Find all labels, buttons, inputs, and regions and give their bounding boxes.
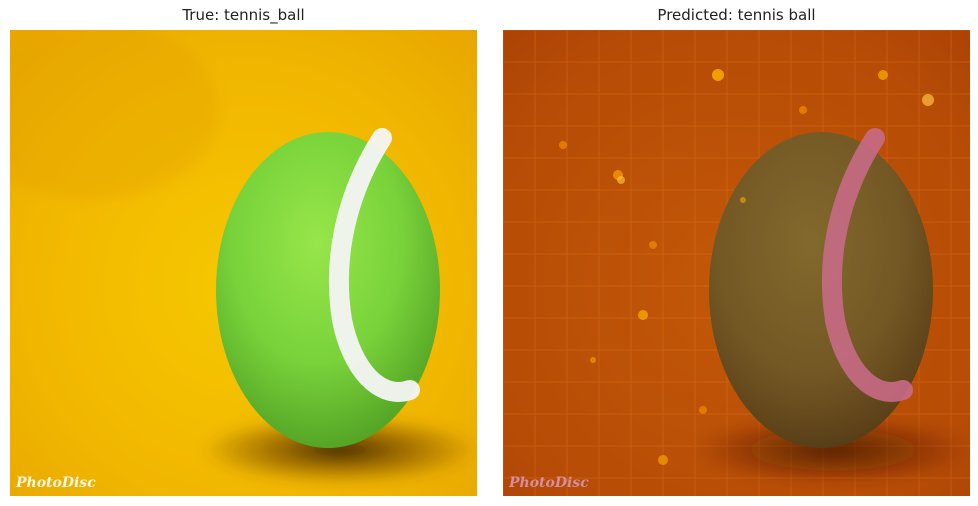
saliency-hotspots: [559, 69, 934, 465]
left-panel-title: True: tennis_ball: [182, 6, 305, 24]
right-panel-title: Predicted: tennis ball: [657, 6, 816, 24]
original-image: PhotoDisc: [10, 30, 477, 496]
saliency-image-panel: PhotoDisc: [503, 30, 970, 496]
original-image-panel: PhotoDisc: [10, 30, 477, 496]
photodisc-watermark: PhotoDisc: [15, 475, 96, 491]
photodisc-watermark: PhotoDisc: [508, 475, 589, 491]
tennis-ball: [216, 132, 440, 448]
saliency-overlay-image: PhotoDisc: [503, 30, 970, 496]
